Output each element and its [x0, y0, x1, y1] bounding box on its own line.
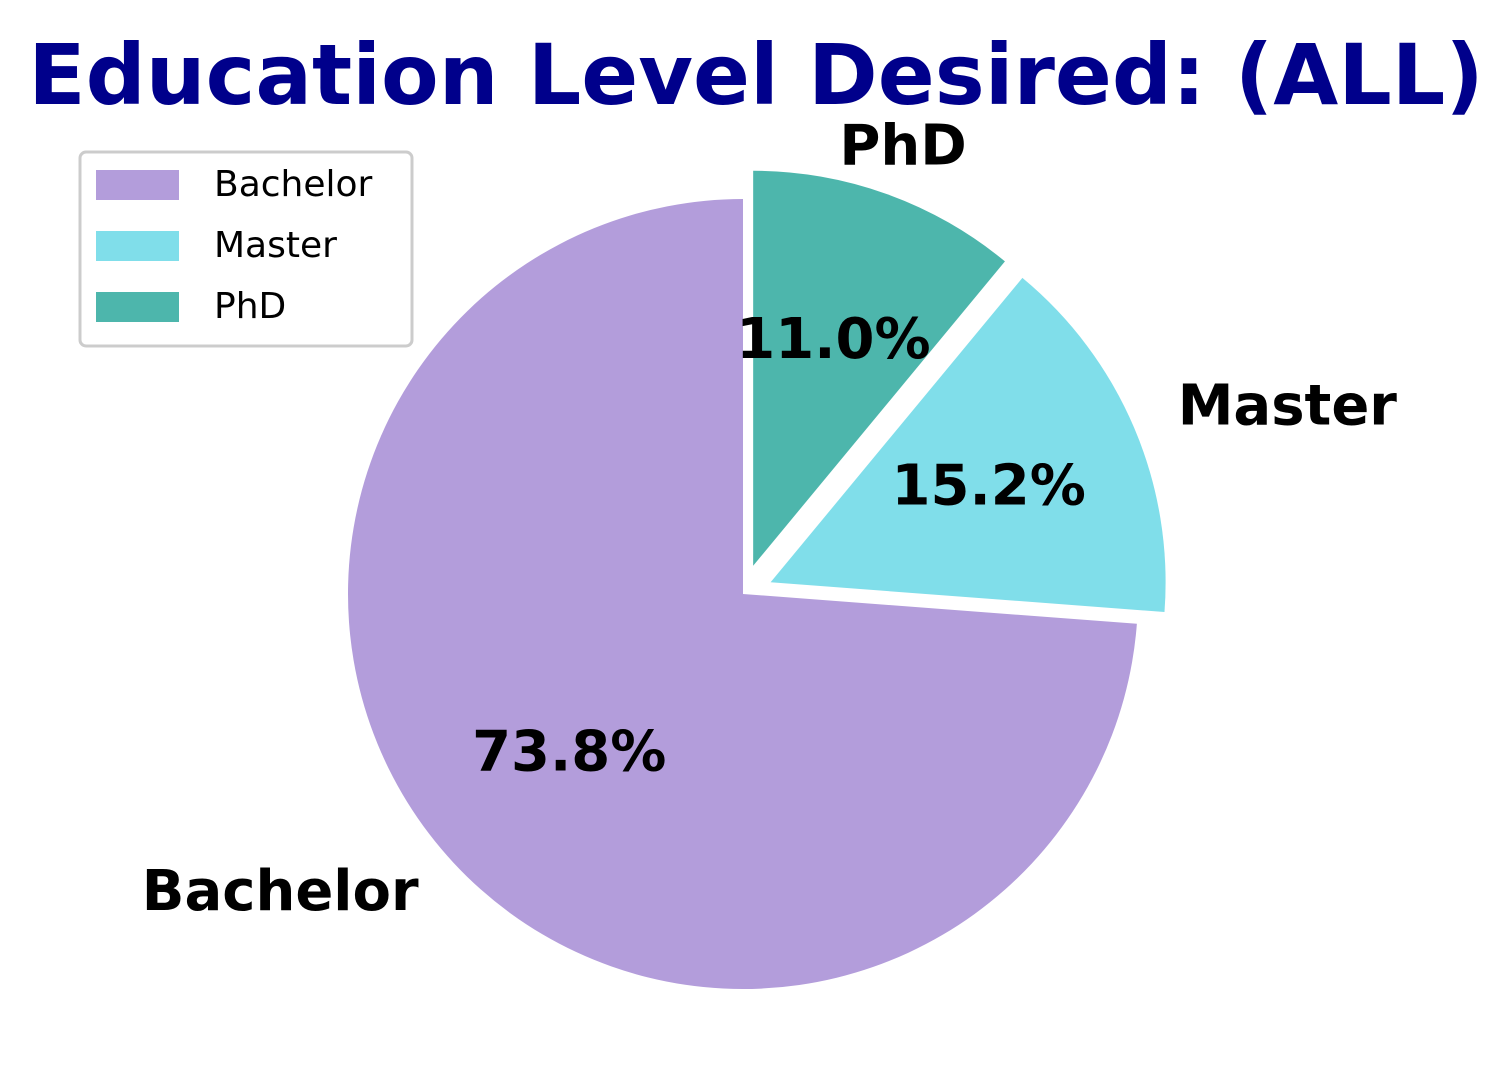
legend: Bachelor Master PhD	[78, 150, 414, 348]
legend-label-phd: PhD	[214, 286, 286, 327]
category-label-master: Master	[1178, 373, 1398, 438]
pie-slices	[348, 170, 1166, 989]
pie-slice-bachelor	[348, 199, 1137, 989]
category-label-phd: PhD	[839, 114, 966, 179]
chart-title: Education Level Desired: (ALL)	[28, 26, 1483, 124]
legend-swatch-bachelor	[96, 170, 179, 200]
legend-label-bachelor: Bachelor	[214, 164, 373, 205]
legend-swatch-phd	[96, 292, 179, 322]
pie-slice-master	[770, 277, 1166, 613]
pie-labels: Bachelor 73.8% Master 15.2% PhD 11.0%	[142, 114, 1398, 924]
category-label-bachelor: Bachelor	[142, 859, 419, 924]
legend-items: Bachelor Master PhD	[96, 164, 373, 327]
pie-slice-phd	[753, 170, 1005, 566]
percent-label-master: 15.2%	[892, 454, 1086, 519]
percent-label-bachelor: 73.8%	[472, 719, 666, 784]
legend-label-master: Master	[214, 225, 337, 266]
percent-label-phd: 11.0%	[736, 307, 930, 372]
legend-swatch-master	[96, 231, 179, 261]
